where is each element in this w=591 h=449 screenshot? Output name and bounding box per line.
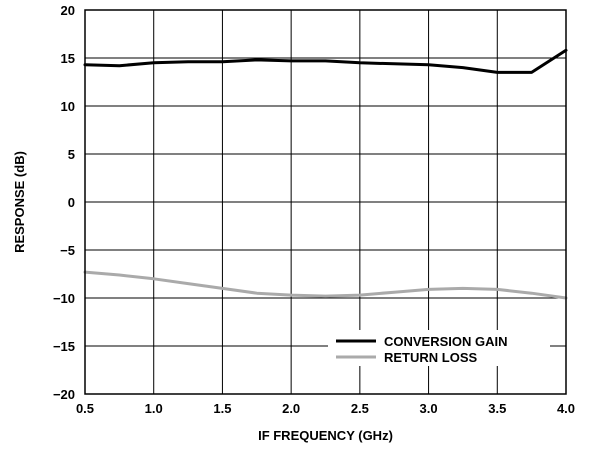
legend-label-return-loss: RETURN LOSS bbox=[384, 350, 478, 365]
y-tick-label: 0 bbox=[68, 195, 75, 210]
x-tick-label: 2.5 bbox=[351, 401, 369, 416]
x-tick-label: 2.0 bbox=[282, 401, 300, 416]
y-tick-label: 15 bbox=[61, 51, 75, 66]
y-tick-label: −5 bbox=[60, 243, 75, 258]
series-layer bbox=[83, 48, 568, 300]
legend-label-conversion-gain: CONVERSION GAIN bbox=[384, 334, 508, 349]
y-tick-label: −15 bbox=[53, 339, 75, 354]
y-tick-label: −20 bbox=[53, 387, 75, 402]
y-tick-label: −10 bbox=[53, 291, 75, 306]
legend-background bbox=[328, 330, 550, 366]
y-axis-title: RESPONSE (dB) bbox=[12, 151, 27, 253]
y-tick-label: 20 bbox=[61, 3, 75, 18]
series-line-conversion-gain bbox=[83, 48, 568, 74]
x-tick-label: 4.0 bbox=[557, 401, 575, 416]
x-tick-label: 0.5 bbox=[76, 401, 94, 416]
series-line-return-loss bbox=[83, 270, 568, 300]
x-tick-label: 1.0 bbox=[145, 401, 163, 416]
plot-frame bbox=[84, 9, 567, 395]
x-tick-label: 1.5 bbox=[213, 401, 231, 416]
y-tick-labels: 20 15 10 5 0 −5 −10 −15 −20 bbox=[53, 3, 75, 402]
legend: CONVERSION GAIN RETURN LOSS bbox=[328, 330, 550, 366]
x-tick-label: 3.0 bbox=[420, 401, 438, 416]
x-tick-label: 3.5 bbox=[488, 401, 506, 416]
y-tick-label: 5 bbox=[68, 147, 75, 162]
y-tick-label: 10 bbox=[61, 99, 75, 114]
x-tick-labels: 0.5 1.0 1.5 2.0 2.5 3.0 3.5 4.0 bbox=[76, 401, 575, 416]
x-axis-title: IF FREQUENCY (GHz) bbox=[258, 428, 393, 443]
